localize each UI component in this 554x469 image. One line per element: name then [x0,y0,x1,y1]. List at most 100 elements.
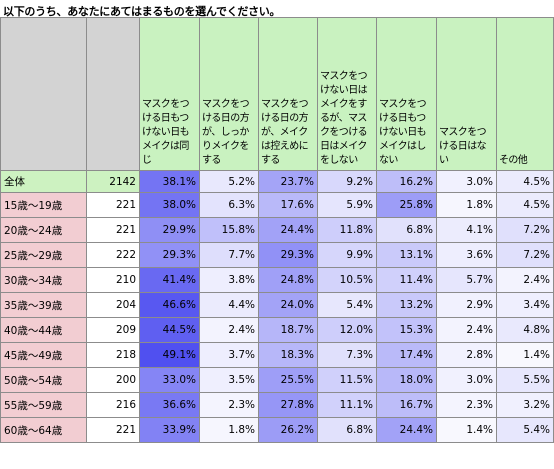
table-cell: 5.7% [436,267,497,293]
table-row: 45歳～49歳 218 49.1% 3.7% 18.3% 7.3% 17.4% 2.8% 1.4… [0,342,554,368]
table-cell: 12.0% [317,317,377,343]
header-blank-label [0,17,87,171]
table-cell: 3.0% [436,367,497,393]
row-label: 30歳～34歳 [0,267,87,293]
table-cell: 16.7% [376,392,437,418]
survey-table: マスクをつける日もつけない日もメイクは同じ マスクをつける日の方が、しっかりメイ… [0,17,554,443]
row-sample-size: 204 [86,292,140,318]
table-cell: 41.4% [139,267,200,293]
table-cell: 2.3% [436,392,497,418]
table-cell: 3.5% [199,367,259,393]
table-cell: 7.3% [317,342,377,368]
table-cell: 3.8% [199,267,259,293]
table-cell: 4.4% [199,292,259,318]
table-cell: 33.9% [139,417,200,443]
table-cell: 2.4% [496,267,554,293]
column-header: マスクをつけない日はメイクをするが、マスクをつける日はメイクをしない [317,17,377,171]
table-cell: 24.4% [376,417,437,443]
table-cell: 6.8% [317,417,377,443]
table-cell: 2.9% [436,292,497,318]
table-cell: 25.8% [376,192,437,218]
table-row: 25歳～29歳 222 29.3% 7.7% 29.3% 9.9% 13.1% 3.6% 7.2… [0,242,554,268]
table-cell: 9.2% [317,170,377,193]
table-cell: 38.0% [139,192,200,218]
column-header: マスクをつける日の方が、メイクは控えめにする [258,17,318,171]
table-cell: 1.4% [436,417,497,443]
row-label: 25歳～29歳 [0,242,87,268]
table-cell: 15.3% [376,317,437,343]
table-cell: 49.1% [139,342,200,368]
row-label: 15歳～19歳 [0,192,87,218]
row-sample-size: 216 [86,392,140,418]
table-cell: 1.8% [199,417,259,443]
row-sample-size: 209 [86,317,140,343]
table-cell: 1.4% [496,342,554,368]
table-cell: 33.0% [139,367,200,393]
column-header: マスクをつける日はない [436,17,497,171]
table-cell: 13.2% [376,292,437,318]
table-cell: 16.2% [376,170,437,193]
table-cell: 18.0% [376,367,437,393]
table-row: 40歳～44歳 209 44.5% 2.4% 18.7% 12.0% 15.3% 2.4% 4.… [0,317,554,343]
table-cell: 11.5% [317,367,377,393]
row-label: 45歳～49歳 [0,342,87,368]
table-cell: 18.7% [258,317,318,343]
table-cell: 3.4% [496,292,554,318]
row-sample-size: 2142 [86,170,140,193]
row-sample-size: 218 [86,342,140,368]
table-cell: 25.5% [258,367,318,393]
table-cell: 4.8% [496,317,554,343]
table-cell: 13.1% [376,242,437,268]
row-sample-size: 221 [86,217,140,243]
column-header: マスクをつける日もつけない日もメイクは同じ [139,17,200,171]
table-cell: 5.9% [317,192,377,218]
row-label: 55歳～59歳 [0,392,87,418]
table-cell: 5.4% [496,417,554,443]
table-cell: 46.6% [139,292,200,318]
table-cell: 27.8% [258,392,318,418]
table-cell: 36.6% [139,392,200,418]
table-cell: 7.2% [496,217,554,243]
table-cell: 29.9% [139,217,200,243]
row-label: 60歳～64歳 [0,417,87,443]
table-cell: 26.2% [258,417,318,443]
table-cell: 1.8% [436,192,497,218]
table-cell: 11.1% [317,392,377,418]
row-label: 20歳～24歳 [0,217,87,243]
row-label: 50歳～54歳 [0,367,87,393]
column-header: マスクをつける日もつけない日もメイクはしない [376,17,437,171]
table-row: 35歳～39歳 204 46.6% 4.4% 24.0% 5.4% 13.2% 2.9% 3.4… [0,292,554,318]
total-row: 全体 2142 38.1% 5.2% 23.7% 9.2% 16.2% 3.0% 4.5% [0,170,554,193]
table-cell: 3.7% [199,342,259,368]
table-cell: 11.4% [376,267,437,293]
table-cell: 18.3% [258,342,318,368]
table-cell: 5.2% [199,170,259,193]
row-label: 40歳～44歳 [0,317,87,343]
table-cell: 5.4% [317,292,377,318]
table-cell: 2.4% [436,317,497,343]
table-cell: 2.3% [199,392,259,418]
table-cell: 17.4% [376,342,437,368]
table-cell: 7.7% [199,242,259,268]
table-cell: 29.3% [258,242,318,268]
table-cell: 9.9% [317,242,377,268]
table-cell: 29.3% [139,242,200,268]
table-cell: 38.1% [139,170,200,193]
table-cell: 24.8% [258,267,318,293]
table-cell: 3.6% [436,242,497,268]
table-cell: 23.7% [258,170,318,193]
table-row: 15歳～19歳 221 38.0% 6.3% 17.6% 5.9% 25.8% 1.8% 4.5… [0,192,554,218]
column-header: マスクをつける日の方が、しっかりメイクをする [199,17,259,171]
table-body: 全体 2142 38.1% 5.2% 23.7% 9.2% 16.2% 3.0% 4.5% 15歳… [0,170,554,443]
row-label: 35歳～39歳 [0,292,87,318]
table-cell: 11.8% [317,217,377,243]
table-cell: 3.0% [436,170,497,193]
header-blank-n [86,17,140,171]
table-cell: 24.4% [258,217,318,243]
table-cell: 4.5% [496,192,554,218]
table-cell: 5.5% [496,367,554,393]
table-cell: 2.4% [199,317,259,343]
table-cell: 17.6% [258,192,318,218]
table-cell: 3.2% [496,392,554,418]
table-cell: 6.3% [199,192,259,218]
